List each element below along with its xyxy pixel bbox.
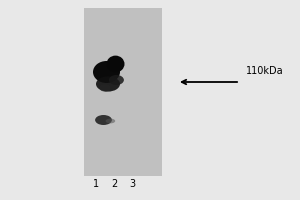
Ellipse shape — [109, 75, 124, 85]
Ellipse shape — [93, 61, 120, 83]
Ellipse shape — [95, 115, 112, 125]
Text: 1: 1 — [93, 179, 99, 189]
Ellipse shape — [106, 56, 124, 72]
Text: 2: 2 — [111, 179, 117, 189]
Text: 3: 3 — [129, 179, 135, 189]
Text: 110kDa: 110kDa — [246, 66, 284, 76]
Bar — [84, 8, 162, 176]
Ellipse shape — [100, 84, 110, 92]
Ellipse shape — [106, 119, 115, 123]
Ellipse shape — [96, 76, 120, 92]
